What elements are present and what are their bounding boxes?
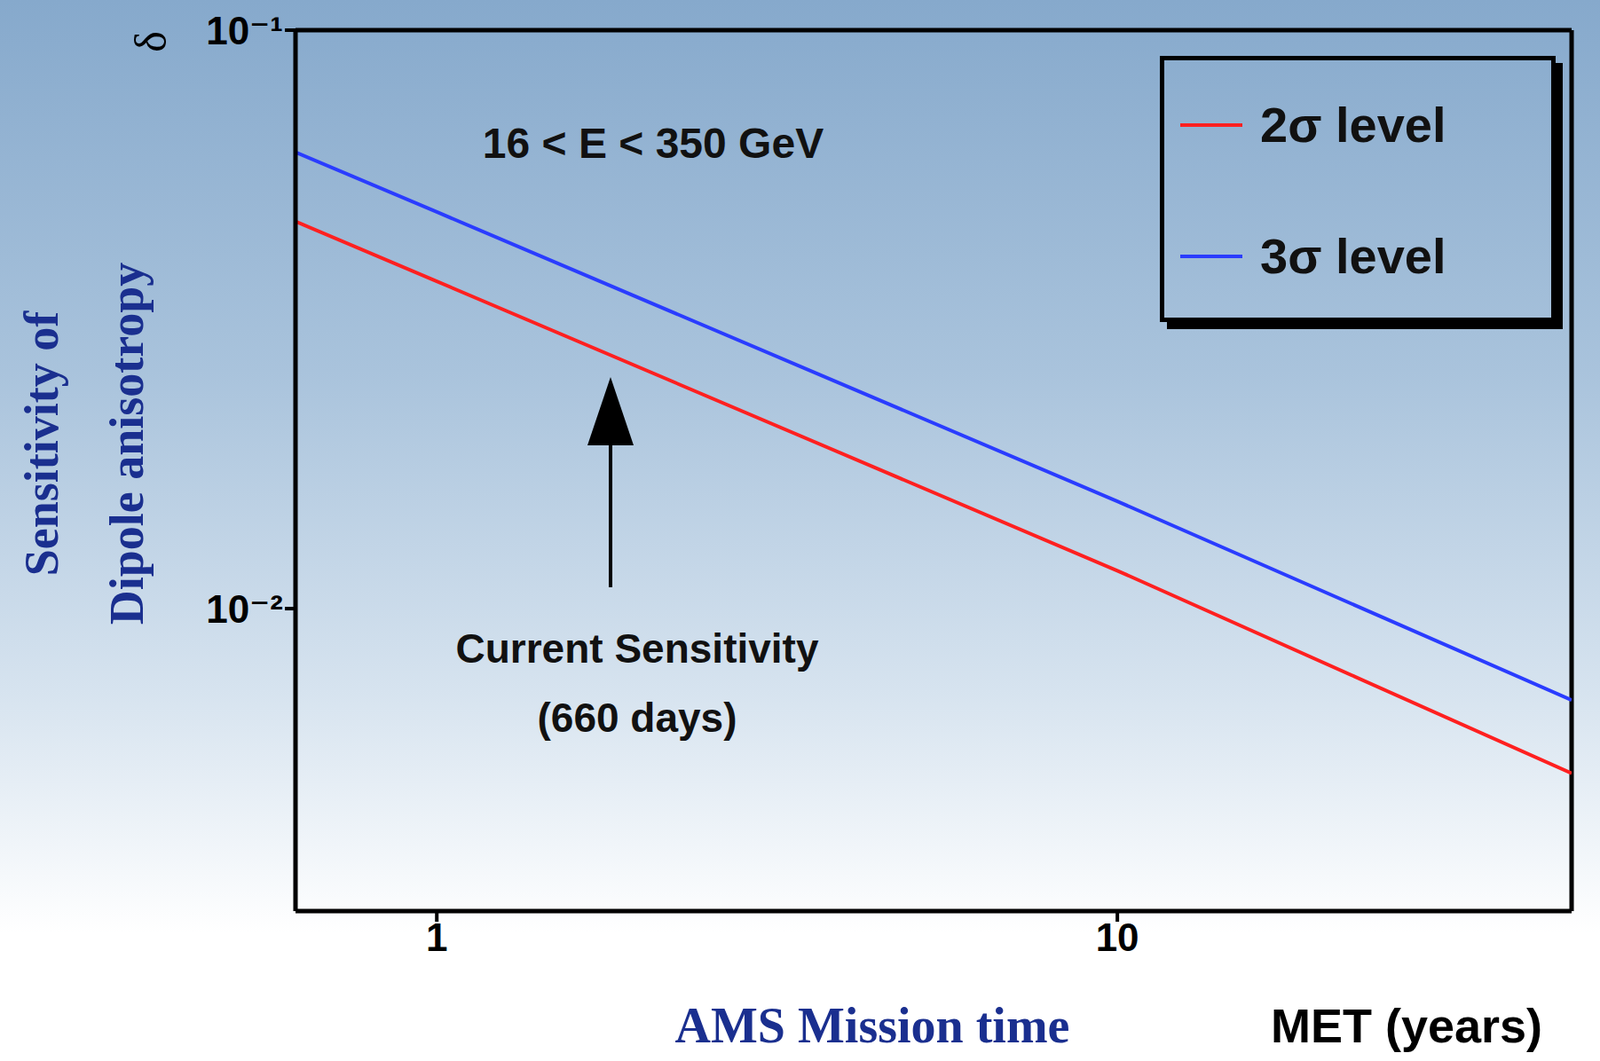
html-text:(660 days): (660 days): [537, 694, 737, 741]
html-text:Current Sensitivity: Current Sensitivity: [455, 625, 819, 672]
html-text:16 < E < 350 GeV: 16 < E < 350 GeV: [482, 119, 824, 167]
svg-text:10: 10: [1095, 915, 1140, 960]
svg-text:10⁻²: 10⁻²: [205, 587, 284, 631]
html-text:Dipole anisotropy: Dipole anisotropy: [100, 262, 154, 626]
html-text:2σ level: 2σ level: [1260, 96, 1447, 153]
html-text:MET (years): MET (years): [1270, 999, 1543, 1053]
svg-text:1: 1: [425, 915, 448, 960]
html-text:δ: δ: [125, 31, 176, 53]
svg-text:10⁻¹: 10⁻¹: [205, 8, 284, 53]
html-text:Sensitivity of: Sensitivity of: [15, 311, 69, 577]
html-text:AMS Mission time: AMS Mission time: [674, 998, 1070, 1054]
html-text:3σ level: 3σ level: [1260, 228, 1447, 284]
